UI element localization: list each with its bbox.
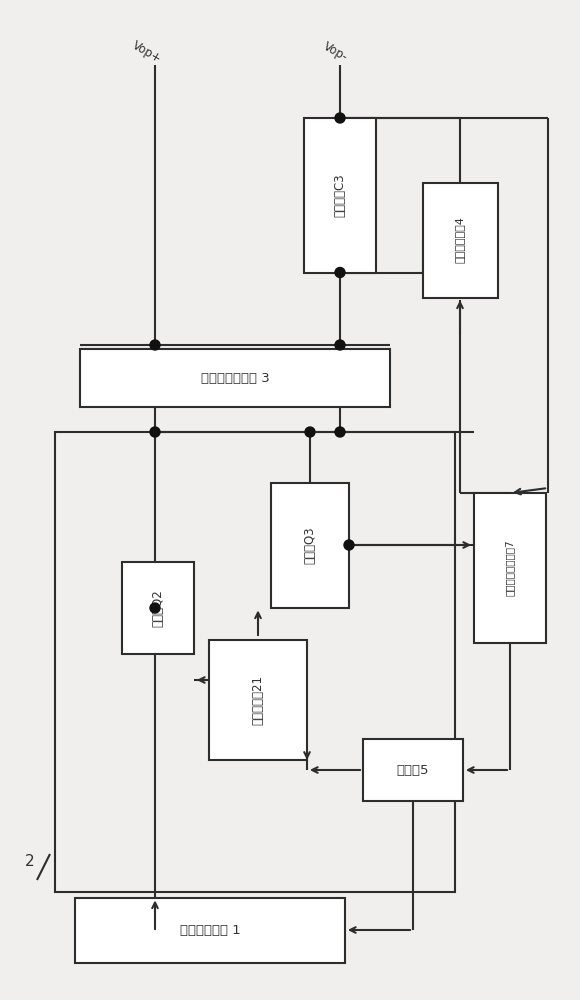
Text: Vop-: Vop-	[320, 40, 350, 64]
Text: 开关管Q3: 开关管Q3	[303, 526, 317, 564]
Text: 稳压补偶电源4: 稳压补偶电源4	[455, 217, 465, 263]
FancyBboxPatch shape	[474, 493, 546, 643]
FancyBboxPatch shape	[271, 483, 349, 607]
Text: 脉冲发生制21: 脉冲发生制21	[252, 675, 264, 725]
Text: 开压变压器电路 3: 开压变压器电路 3	[201, 371, 269, 384]
FancyBboxPatch shape	[75, 898, 345, 962]
Text: 2: 2	[25, 854, 35, 869]
Text: 电压传感器检测装7: 电压传感器检测装7	[505, 540, 515, 596]
FancyBboxPatch shape	[304, 117, 376, 272]
Circle shape	[150, 427, 160, 437]
FancyBboxPatch shape	[122, 562, 194, 654]
Circle shape	[344, 540, 354, 550]
Text: Vop+: Vop+	[130, 38, 164, 66]
Text: 控制器5: 控制器5	[397, 764, 429, 776]
Circle shape	[150, 340, 160, 350]
Text: 前级稳压电源 1: 前级稳压电源 1	[180, 924, 240, 936]
Circle shape	[305, 427, 315, 437]
Circle shape	[335, 113, 345, 123]
Text: 补偶电容C3: 补偶电容C3	[334, 173, 346, 217]
Circle shape	[335, 340, 345, 350]
Circle shape	[335, 427, 345, 437]
FancyBboxPatch shape	[363, 739, 463, 801]
Text: 开关管Q2: 开关管Q2	[151, 589, 165, 627]
Circle shape	[150, 603, 160, 613]
Circle shape	[335, 267, 345, 277]
FancyBboxPatch shape	[80, 349, 390, 407]
FancyBboxPatch shape	[209, 640, 307, 760]
FancyBboxPatch shape	[422, 182, 498, 298]
